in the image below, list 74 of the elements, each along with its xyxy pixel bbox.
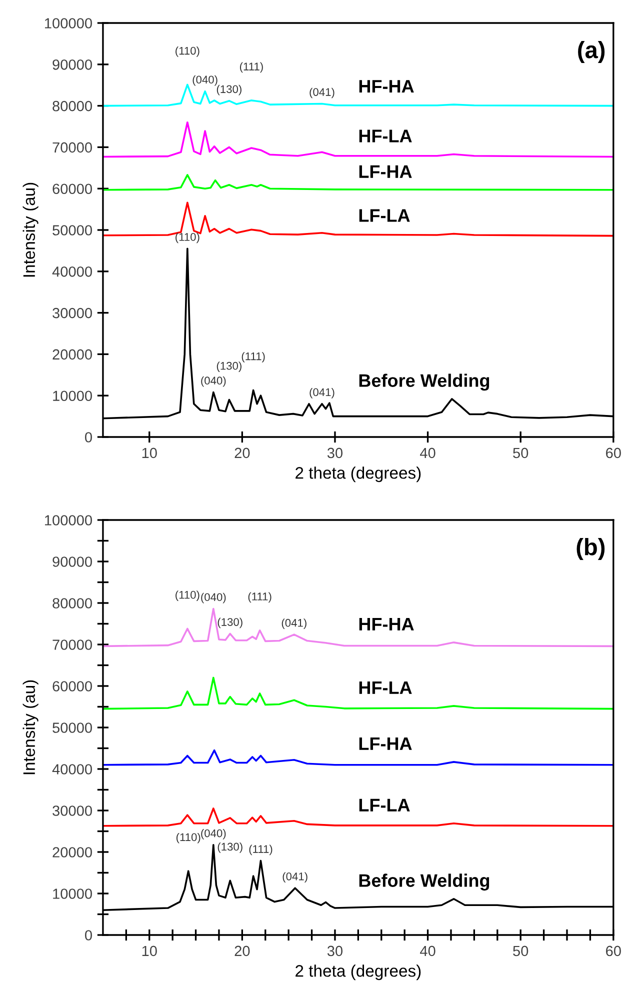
x-tick-label: 20 [234, 946, 250, 956]
annotation: (040) [201, 829, 226, 840]
x-tick-label: 50 [513, 946, 528, 956]
series-label: LF-HA [359, 165, 412, 178]
series-label: HF-LA [359, 681, 412, 694]
annotation: (110) [176, 832, 200, 844]
x-tick-label: 60 [606, 946, 621, 956]
y-tick-label: 70000 [52, 142, 92, 153]
y-tick-label: 80000 [52, 100, 92, 112]
y-tick-label: 20000 [52, 349, 92, 360]
x-tick-label: 40 [420, 448, 436, 458]
annotation: (111) [249, 844, 272, 856]
line-series [102, 608, 614, 648]
y-tick-label: 70000 [52, 640, 92, 650]
y-tick-label: 40000 [52, 266, 92, 277]
annotation: (040) [201, 592, 226, 604]
y-axis-title: Intensity (au) [22, 680, 38, 774]
y-tick-label: 100000 [44, 515, 92, 526]
y-tick-label: 90000 [52, 60, 92, 70]
annotation: (041) [310, 388, 334, 398]
y-tick-label: 30000 [52, 806, 92, 816]
annotation: (040) [192, 75, 218, 86]
y-tick-label: 30000 [52, 308, 92, 318]
y-tick-label: 20000 [52, 847, 92, 858]
annotation: (130) [218, 842, 242, 853]
y-tick-label: 90000 [52, 556, 92, 567]
annotation: (110) [176, 590, 200, 601]
annotation: (041) [282, 618, 306, 629]
series-label: LF-LA [359, 798, 410, 812]
annotation: (111) [242, 352, 265, 362]
y-axis-title: Intensity (au) [22, 182, 38, 277]
annotation: (130) [216, 84, 242, 96]
x-tick-label: 10 [142, 946, 157, 956]
annotation: (111) [248, 592, 272, 603]
line-series [102, 749, 614, 766]
series-label: Before Welding [359, 874, 490, 891]
x-tick-label: 30 [327, 946, 343, 956]
x-axis-title: 2 theta (degrees) [296, 964, 421, 980]
y-tick-label: 60000 [52, 681, 92, 692]
y-tick-label: 50000 [52, 225, 92, 236]
x-axis-title: 2 theta (degrees) [296, 466, 421, 482]
annotation: (110) [176, 232, 200, 244]
y-tick-label: 0 [85, 930, 92, 940]
line-series [102, 121, 614, 158]
series-label: Before Welding [359, 374, 490, 391]
x-tick-label: 10 [142, 448, 157, 458]
series-label: LF-HA [359, 737, 412, 750]
y-tick-label: 100000 [44, 18, 92, 28]
x-tick-label: 60 [606, 448, 621, 458]
text: (a) [578, 40, 605, 63]
y-tick-label: 0 [85, 432, 92, 442]
annotation: (130) [218, 618, 242, 628]
series-label: HF-LA [359, 130, 412, 142]
y-tick-label: 50000 [52, 722, 92, 733]
annotation: (130) [216, 362, 242, 372]
y-tick-label: 10000 [53, 390, 92, 402]
annotation: (110) [176, 46, 200, 57]
line-series [102, 676, 614, 710]
y-tick-label: 80000 [52, 598, 92, 608]
series-label: LF-LA [359, 209, 410, 222]
annotation: (041) [310, 88, 334, 98]
x-tick-label: 20 [234, 448, 250, 458]
text: (b) [576, 538, 605, 560]
x-tick-label: 30 [327, 448, 343, 458]
x-tick-label: 40 [420, 946, 436, 956]
annotation: (040) [201, 376, 226, 387]
x-tick-label: 50 [513, 448, 528, 458]
y-tick-label: 40000 [52, 764, 92, 774]
annotation: (111) [240, 62, 263, 73]
series-label: HF-HA [359, 618, 414, 630]
y-tick-label: 10000 [53, 888, 92, 899]
annotation: (041) [282, 872, 308, 883]
y-tick-label: 60000 [52, 184, 92, 194]
series-label: HF-HA [359, 80, 414, 93]
